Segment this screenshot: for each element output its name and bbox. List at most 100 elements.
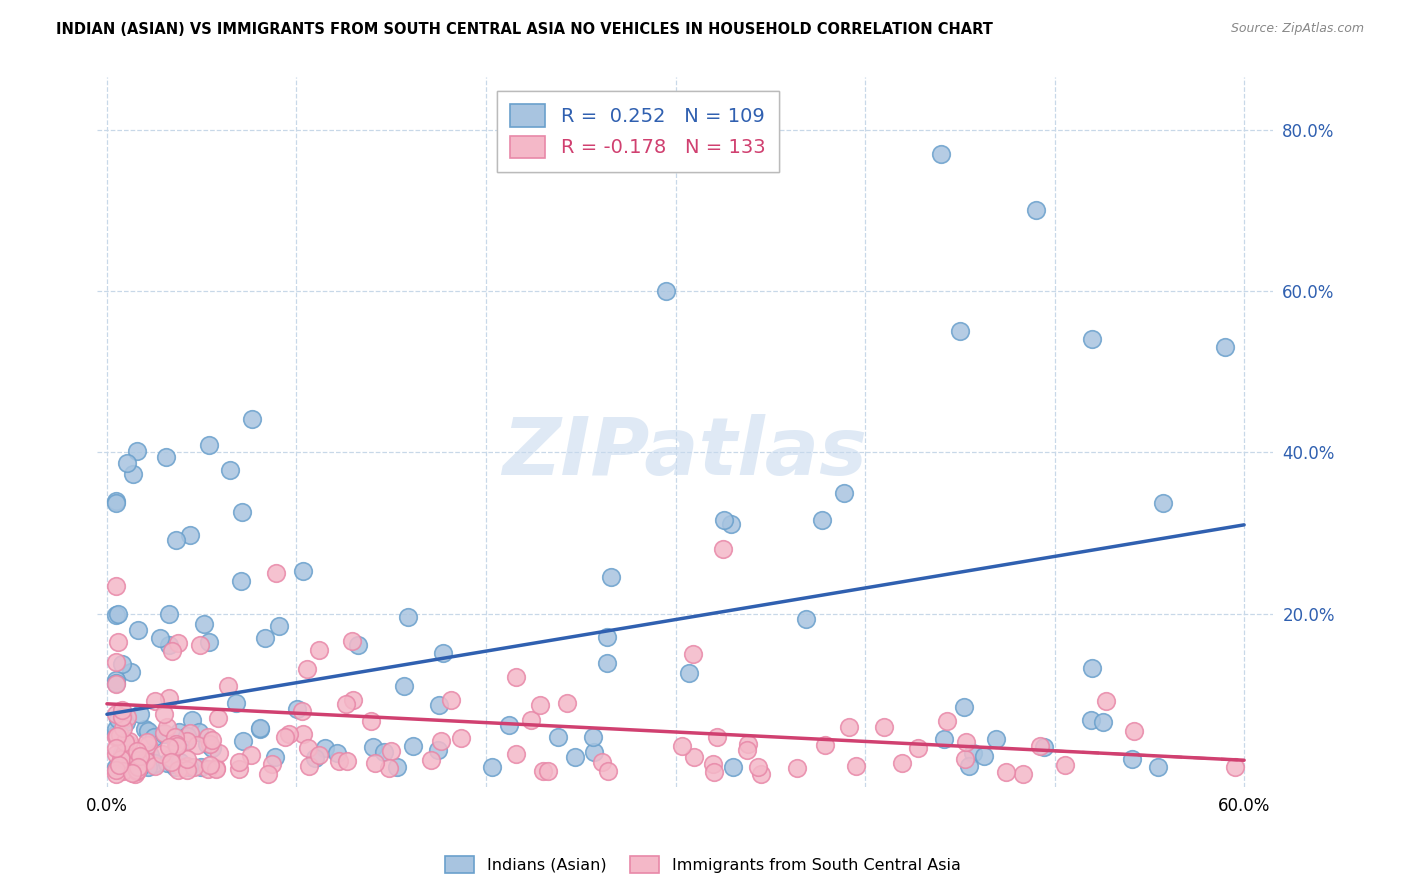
- Point: [125, 764, 148, 779]
- Point: [201, 733, 224, 747]
- Point: [105, 579, 128, 593]
- Point: [167, 763, 190, 777]
- Point: [160, 755, 183, 769]
- Point: [176, 751, 198, 765]
- Point: [401, 739, 423, 753]
- Point: [138, 760, 160, 774]
- Point: [181, 713, 204, 727]
- Point: [240, 412, 263, 426]
- Point: [380, 744, 402, 758]
- Point: [157, 740, 180, 755]
- Point: [249, 723, 271, 737]
- Point: [111, 713, 134, 727]
- Point: [198, 757, 221, 772]
- Point: [120, 665, 142, 679]
- Point: [176, 729, 198, 743]
- Point: [156, 756, 179, 770]
- Point: [583, 745, 606, 759]
- Point: [1223, 760, 1246, 774]
- Point: [225, 696, 247, 710]
- Point: [136, 739, 159, 753]
- Point: [678, 666, 700, 681]
- Point: [193, 617, 215, 632]
- Text: INDIAN (ASIAN) VS IMMIGRANTS FROM SOUTH CENTRAL ASIA NO VEHICLES IN HOUSEHOLD CO: INDIAN (ASIAN) VS IMMIGRANTS FROM SOUTH …: [56, 22, 993, 37]
- Point: [432, 646, 454, 660]
- Point: [1080, 714, 1102, 728]
- Point: [135, 735, 157, 749]
- Point: [153, 726, 176, 740]
- Point: [186, 738, 208, 752]
- Point: [955, 735, 977, 749]
- Point: [228, 762, 250, 776]
- Point: [231, 574, 253, 589]
- Point: [143, 756, 166, 771]
- Point: [157, 691, 180, 706]
- Point: [595, 656, 617, 670]
- Point: [450, 731, 472, 745]
- Point: [160, 644, 183, 658]
- Point: [179, 527, 201, 541]
- Point: [153, 706, 176, 721]
- Point: [167, 635, 190, 649]
- Point: [111, 657, 134, 671]
- Point: [336, 754, 359, 768]
- Point: [228, 756, 250, 770]
- Point: [340, 634, 363, 648]
- Point: [176, 734, 198, 748]
- Point: [198, 738, 221, 752]
- Point: [114, 735, 136, 749]
- Point: [143, 694, 166, 708]
- Point: [152, 725, 174, 739]
- Text: Source: ZipAtlas.com: Source: ZipAtlas.com: [1230, 22, 1364, 36]
- Point: [1081, 333, 1104, 347]
- Point: [257, 766, 280, 780]
- Point: [173, 732, 195, 747]
- Point: [335, 697, 357, 711]
- Point: [208, 746, 231, 760]
- Point: [291, 704, 314, 718]
- Point: [170, 761, 193, 775]
- Point: [304, 751, 326, 765]
- Point: [671, 739, 693, 753]
- Point: [162, 756, 184, 771]
- Point: [564, 749, 586, 764]
- Point: [291, 564, 314, 578]
- Point: [1095, 693, 1118, 707]
- Point: [505, 670, 527, 684]
- Point: [166, 739, 188, 753]
- Point: [427, 698, 450, 713]
- Point: [105, 766, 128, 780]
- Point: [1213, 341, 1236, 355]
- Point: [845, 758, 868, 772]
- Point: [110, 728, 132, 742]
- Point: [134, 754, 156, 768]
- Point: [529, 698, 551, 712]
- Point: [121, 765, 143, 780]
- Point: [683, 749, 706, 764]
- Point: [217, 680, 239, 694]
- Point: [274, 731, 297, 745]
- Point: [986, 731, 1008, 746]
- Point: [711, 542, 734, 557]
- Point: [520, 713, 543, 727]
- Legend: Indians (Asian), Immigrants from South Central Asia: Indians (Asian), Immigrants from South C…: [439, 849, 967, 880]
- Point: [723, 760, 745, 774]
- Point: [713, 513, 735, 527]
- Point: [907, 741, 929, 756]
- Point: [285, 702, 308, 716]
- Point: [328, 754, 350, 768]
- Point: [108, 758, 131, 772]
- Point: [239, 748, 262, 763]
- Point: [105, 608, 128, 623]
- Point: [231, 505, 253, 519]
- Point: [949, 324, 972, 338]
- Point: [873, 720, 896, 734]
- Point: [811, 513, 834, 527]
- Point: [308, 643, 330, 657]
- Point: [794, 612, 817, 626]
- Point: [105, 731, 128, 745]
- Point: [105, 741, 128, 756]
- Point: [838, 720, 860, 734]
- Point: [197, 763, 219, 777]
- Point: [363, 740, 385, 755]
